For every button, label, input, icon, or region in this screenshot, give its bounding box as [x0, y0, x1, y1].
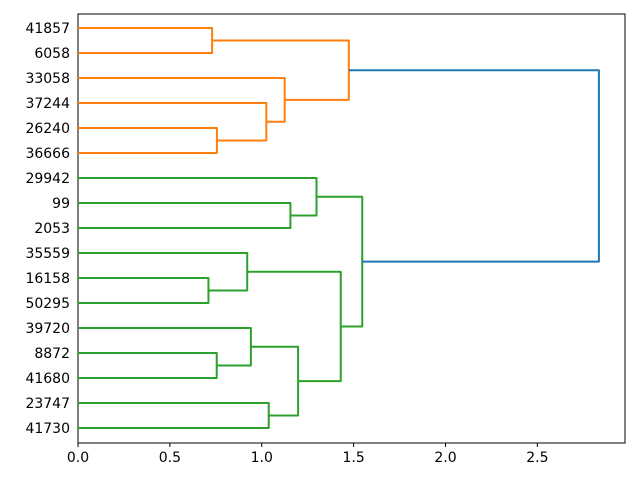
dendrogram-link-green	[78, 277, 210, 304]
dendrogram-link-green	[78, 202, 292, 229]
dendrogram-link-orange	[212, 39, 350, 101]
leaf-label: 16158	[25, 271, 70, 287]
x-tick-label: 0.5	[159, 450, 181, 466]
leaf-label: 26240	[25, 121, 70, 137]
dendrogram-link-green	[250, 345, 300, 417]
dendrogram-link-green	[78, 327, 252, 367]
leaf-label: 36666	[25, 146, 70, 162]
x-tick-label: 1.5	[342, 450, 364, 466]
dendrogram-link-green	[78, 352, 218, 379]
leaf-label: 99	[52, 196, 70, 212]
leaf-label: 35559	[25, 246, 70, 262]
x-tick-label: 2.5	[526, 450, 548, 466]
leaf-label: 8872	[34, 346, 70, 362]
x-tick-label: 1.0	[251, 450, 273, 466]
dendrogram-link-orange	[78, 102, 268, 142]
dendrogram-link-orange	[78, 27, 214, 54]
leaf-label: 37244	[25, 96, 70, 112]
leaf-label: 29942	[25, 171, 70, 187]
leaf-label: 39720	[25, 321, 70, 337]
leaf-label: 41680	[25, 371, 70, 387]
leaf-label: 50295	[25, 296, 70, 312]
dendrogram-link-green	[78, 402, 270, 429]
x-tick-label: 2.0	[434, 450, 456, 466]
x-tick-label: 0.0	[67, 450, 89, 466]
dendrogram-link-green	[247, 270, 342, 383]
dendrogram-link-green	[316, 195, 364, 328]
leaf-label: 6058	[34, 46, 70, 62]
dendrogram-link-orange	[78, 127, 218, 154]
leaf-label: 41730	[25, 421, 70, 437]
dendrogram-link-green	[78, 177, 318, 217]
dendrogram-link-blue	[348, 69, 600, 263]
leaf-label: 41857	[25, 21, 70, 37]
leaf-label: 23747	[25, 396, 70, 412]
dendrogram-link-green	[78, 252, 249, 292]
dendrogram-link-orange	[78, 77, 286, 123]
leaf-label: 33058	[25, 71, 70, 87]
leaf-label: 2053	[34, 221, 70, 237]
